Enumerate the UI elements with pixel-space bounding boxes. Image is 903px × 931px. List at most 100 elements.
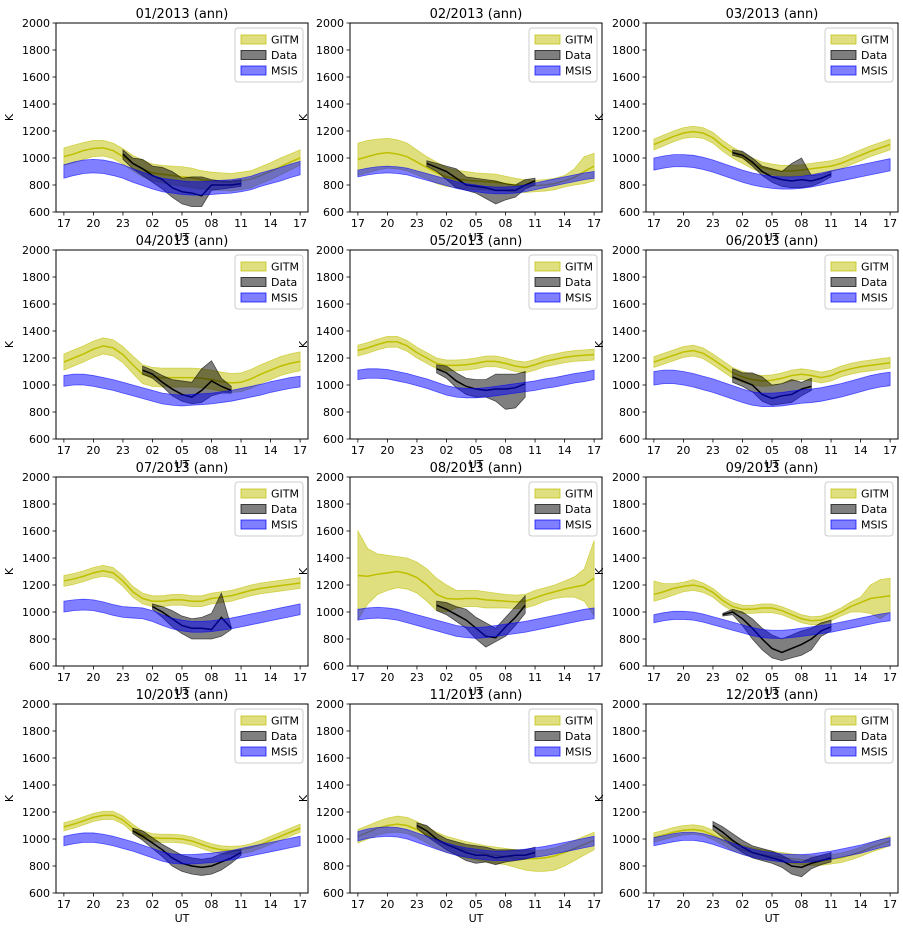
legend-label-gitm: GITM bbox=[861, 715, 889, 728]
ytick-label: 1600 bbox=[612, 525, 640, 538]
ytick-label: 800 bbox=[29, 406, 50, 419]
ytick-label: 1000 bbox=[316, 152, 344, 165]
y-axis-label: K bbox=[297, 113, 310, 121]
subplot-title: 09/2013 (ann) bbox=[726, 461, 819, 476]
legend-swatch-data bbox=[534, 731, 561, 741]
xtick-label: 23 bbox=[116, 444, 130, 457]
legend-label-data: Data bbox=[271, 49, 297, 62]
xtick-label: 11 bbox=[234, 671, 248, 684]
xtick-label: 14 bbox=[264, 898, 278, 911]
ytick-label: 1600 bbox=[316, 752, 344, 765]
xtick-label: 08 bbox=[499, 898, 513, 911]
band-gitm bbox=[653, 125, 891, 177]
xtick-label: 11 bbox=[528, 444, 542, 457]
subplot-5: 600 800 1000 1200 1400 1600 1800 2000 17 20 23 02 05… bbox=[297, 234, 603, 471]
subplot-title: 04/2013 (ann) bbox=[136, 234, 229, 249]
legend-label-data: Data bbox=[271, 730, 297, 743]
legend-label-gitm: GITM bbox=[861, 261, 889, 274]
xtick-label: 17 bbox=[57, 898, 71, 911]
legend-swatch-gitm bbox=[534, 488, 561, 499]
ytick-label: 2000 bbox=[612, 471, 640, 484]
band-msis bbox=[653, 154, 891, 190]
xtick-label: 05 bbox=[175, 898, 189, 911]
legend-swatch-gitm bbox=[534, 715, 561, 726]
band-msis bbox=[653, 369, 891, 408]
xtick-label: 17 bbox=[883, 898, 897, 911]
xtick-label: 23 bbox=[116, 671, 130, 684]
ytick-label: 1000 bbox=[22, 379, 50, 392]
xtick-label: 17 bbox=[647, 444, 661, 457]
xtick-label: 02 bbox=[439, 217, 453, 230]
ytick-label: 1800 bbox=[316, 44, 344, 57]
legend-label-data: Data bbox=[861, 503, 887, 516]
subplot-title: 11/2013 (ann) bbox=[430, 688, 523, 703]
xtick-label: 20 bbox=[86, 898, 100, 911]
subplot-8: 600 800 1000 1200 1400 1600 1800 2000 17 20 23 02 05… bbox=[297, 461, 603, 698]
line-gitm bbox=[357, 570, 595, 603]
ytick-label: 1200 bbox=[612, 806, 640, 819]
xtick-label: 14 bbox=[854, 898, 868, 911]
y-axis-label: K bbox=[297, 340, 310, 348]
xtick-label: 23 bbox=[410, 444, 424, 457]
ytick-label: 1600 bbox=[22, 298, 50, 311]
xtick-label: 02 bbox=[439, 898, 453, 911]
x-axis-label: UT bbox=[175, 231, 190, 244]
subplot-title: 10/2013 (ann) bbox=[136, 688, 229, 703]
legend-label-msis: MSIS bbox=[271, 65, 298, 78]
xtick-label: 20 bbox=[86, 444, 100, 457]
plot-area bbox=[357, 138, 595, 205]
xtick-label: 17 bbox=[57, 444, 71, 457]
y-axis-label: K bbox=[3, 567, 16, 575]
xtick-label: 08 bbox=[795, 671, 809, 684]
subplot-7: 600 800 1000 1200 1400 1600 1800 2000 17 20 23 02 05… bbox=[3, 461, 309, 698]
xtick-label: 20 bbox=[86, 671, 100, 684]
xtick-label: 20 bbox=[676, 217, 690, 230]
legend-label-msis: MSIS bbox=[271, 746, 298, 759]
xtick-label: 20 bbox=[380, 898, 394, 911]
plot-area bbox=[63, 810, 301, 876]
line-gitm bbox=[653, 584, 891, 622]
legend-swatch-msis bbox=[534, 292, 561, 303]
subplot-12: 600 800 1000 1200 1400 1600 1800 2000 17 20 23 02 05… bbox=[593, 688, 899, 925]
y-axis-label: K bbox=[593, 567, 606, 575]
ytick-label: 800 bbox=[29, 860, 50, 873]
ytick-label: 2000 bbox=[316, 471, 344, 484]
xtick-label: 23 bbox=[410, 217, 424, 230]
ytick-label: 800 bbox=[323, 406, 344, 419]
y-axis-label: K bbox=[297, 567, 310, 575]
ytick-label: 600 bbox=[619, 660, 640, 673]
xtick-label: 05 bbox=[765, 898, 779, 911]
ytick-label: 800 bbox=[619, 179, 640, 192]
ytick-label: 1400 bbox=[612, 552, 640, 565]
ytick-label: 1200 bbox=[612, 352, 640, 365]
legend-label-msis: MSIS bbox=[271, 519, 298, 532]
legend-swatch-msis bbox=[830, 746, 857, 757]
legend-label-gitm: GITM bbox=[271, 34, 299, 47]
legend-swatch-data bbox=[534, 277, 561, 287]
plot-area bbox=[357, 529, 595, 648]
legend-swatch-gitm bbox=[240, 715, 267, 726]
ytick-label: 1400 bbox=[22, 325, 50, 338]
ytick-label: 2000 bbox=[22, 17, 50, 30]
ytick-label: 1600 bbox=[22, 71, 50, 84]
xtick-label: 11 bbox=[824, 217, 838, 230]
xtick-label: 17 bbox=[351, 671, 365, 684]
legend-swatch-data bbox=[830, 504, 857, 514]
xtick-label: 14 bbox=[264, 444, 278, 457]
line-gitm bbox=[653, 349, 891, 382]
xtick-label: 17 bbox=[587, 671, 601, 684]
xtick-label: 20 bbox=[380, 444, 394, 457]
ytick-label: 1000 bbox=[22, 833, 50, 846]
ytick-label: 1400 bbox=[316, 325, 344, 338]
legend-swatch-gitm bbox=[534, 261, 561, 272]
xtick-label: 23 bbox=[706, 217, 720, 230]
legend-label-data: Data bbox=[565, 730, 591, 743]
subplot-10: 600 800 1000 1200 1400 1600 1800 2000 17 20 23 02 05… bbox=[3, 688, 309, 925]
xtick-label: 02 bbox=[145, 444, 159, 457]
xtick-label: 20 bbox=[676, 444, 690, 457]
legend: GITM Data MSIS bbox=[528, 254, 598, 310]
legend: GITM Data MSIS bbox=[234, 708, 304, 764]
legend: GITM Data MSIS bbox=[824, 27, 894, 83]
ytick-label: 1600 bbox=[316, 71, 344, 84]
legend-swatch-msis bbox=[240, 65, 267, 76]
